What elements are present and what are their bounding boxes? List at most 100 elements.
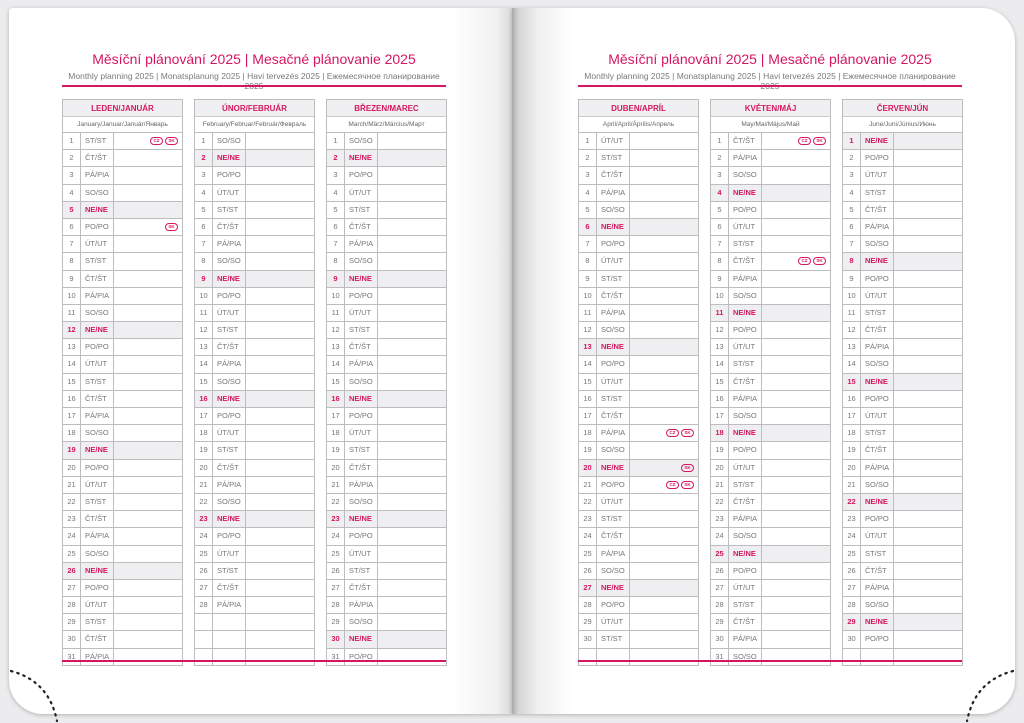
note-cell[interactable] xyxy=(894,202,962,218)
note-cell[interactable] xyxy=(378,408,446,424)
note-cell[interactable] xyxy=(894,167,962,183)
note-cell[interactable] xyxy=(894,236,962,252)
note-cell[interactable] xyxy=(246,167,314,183)
note-cell[interactable]: SK xyxy=(114,219,182,235)
note-cell[interactable] xyxy=(246,322,314,338)
note-cell[interactable] xyxy=(762,528,830,544)
note-cell[interactable] xyxy=(762,563,830,579)
note-cell[interactable] xyxy=(630,202,698,218)
note-cell[interactable] xyxy=(762,167,830,183)
note-cell[interactable] xyxy=(762,614,830,630)
note-cell[interactable] xyxy=(114,305,182,321)
note-cell[interactable] xyxy=(894,477,962,493)
note-cell[interactable] xyxy=(762,477,830,493)
note-cell[interactable] xyxy=(762,202,830,218)
note-cell[interactable] xyxy=(246,649,314,665)
note-cell[interactable] xyxy=(246,494,314,510)
note-cell[interactable] xyxy=(246,150,314,166)
note-cell[interactable] xyxy=(630,580,698,596)
note-cell[interactable] xyxy=(762,185,830,201)
note-cell[interactable] xyxy=(630,167,698,183)
note-cell[interactable] xyxy=(378,185,446,201)
note-cell[interactable] xyxy=(630,614,698,630)
note-cell[interactable] xyxy=(894,494,962,510)
note-cell[interactable] xyxy=(246,288,314,304)
note-cell[interactable] xyxy=(378,271,446,287)
note-cell[interactable] xyxy=(246,477,314,493)
note-cell[interactable] xyxy=(762,494,830,510)
note-cell[interactable] xyxy=(762,374,830,390)
note-cell[interactable] xyxy=(630,305,698,321)
note-cell[interactable]: CZ SK xyxy=(114,133,182,149)
note-cell[interactable] xyxy=(378,460,446,476)
note-cell[interactable] xyxy=(114,494,182,510)
note-cell[interactable] xyxy=(894,271,962,287)
note-cell[interactable] xyxy=(246,511,314,527)
note-cell[interactable] xyxy=(894,546,962,562)
note-cell[interactable] xyxy=(630,219,698,235)
note-cell[interactable] xyxy=(894,305,962,321)
note-cell[interactable] xyxy=(246,546,314,562)
note-cell[interactable] xyxy=(114,511,182,527)
note-cell[interactable] xyxy=(114,649,182,665)
note-cell[interactable] xyxy=(378,374,446,390)
note-cell[interactable] xyxy=(762,305,830,321)
note-cell[interactable] xyxy=(114,477,182,493)
note-cell[interactable] xyxy=(246,133,314,149)
note-cell[interactable] xyxy=(762,339,830,355)
note-cell[interactable] xyxy=(630,408,698,424)
note-cell[interactable] xyxy=(894,528,962,544)
note-cell[interactable] xyxy=(762,546,830,562)
note-cell[interactable] xyxy=(894,133,962,149)
note-cell[interactable] xyxy=(246,271,314,287)
note-cell[interactable] xyxy=(762,511,830,527)
note-cell[interactable] xyxy=(894,339,962,355)
note-cell[interactable] xyxy=(894,219,962,235)
note-cell[interactable] xyxy=(630,356,698,372)
note-cell[interactable] xyxy=(762,408,830,424)
note-cell[interactable] xyxy=(246,391,314,407)
note-cell[interactable] xyxy=(894,150,962,166)
note-cell[interactable] xyxy=(114,528,182,544)
note-cell[interactable] xyxy=(378,528,446,544)
note-cell[interactable] xyxy=(894,460,962,476)
note-cell[interactable] xyxy=(114,374,182,390)
note-cell[interactable] xyxy=(246,374,314,390)
note-cell[interactable] xyxy=(762,271,830,287)
note-cell[interactable] xyxy=(630,185,698,201)
note-cell[interactable] xyxy=(246,202,314,218)
note-cell[interactable] xyxy=(630,649,698,665)
note-cell[interactable] xyxy=(114,288,182,304)
note-cell[interactable] xyxy=(894,288,962,304)
note-cell[interactable] xyxy=(114,356,182,372)
note-cell[interactable] xyxy=(378,597,446,613)
note-cell[interactable] xyxy=(378,202,446,218)
note-cell[interactable] xyxy=(894,649,962,665)
note-cell[interactable] xyxy=(378,494,446,510)
note-cell[interactable] xyxy=(762,631,830,647)
note-cell[interactable] xyxy=(894,580,962,596)
note-cell[interactable] xyxy=(894,185,962,201)
note-cell[interactable] xyxy=(630,322,698,338)
note-cell[interactable] xyxy=(630,528,698,544)
note-cell[interactable] xyxy=(378,580,446,596)
note-cell[interactable] xyxy=(114,339,182,355)
note-cell[interactable] xyxy=(114,408,182,424)
note-cell[interactable] xyxy=(114,253,182,269)
note-cell[interactable] xyxy=(762,442,830,458)
note-cell[interactable] xyxy=(762,236,830,252)
note-cell[interactable] xyxy=(114,546,182,562)
note-cell[interactable] xyxy=(630,339,698,355)
note-cell[interactable] xyxy=(630,150,698,166)
note-cell[interactable] xyxy=(246,460,314,476)
note-cell[interactable] xyxy=(762,322,830,338)
note-cell[interactable] xyxy=(246,305,314,321)
note-cell[interactable] xyxy=(894,563,962,579)
note-cell[interactable] xyxy=(378,511,446,527)
note-cell[interactable] xyxy=(378,288,446,304)
note-cell[interactable] xyxy=(114,614,182,630)
note-cell[interactable] xyxy=(378,356,446,372)
note-cell[interactable] xyxy=(114,202,182,218)
note-cell[interactable] xyxy=(894,356,962,372)
note-cell[interactable] xyxy=(630,563,698,579)
